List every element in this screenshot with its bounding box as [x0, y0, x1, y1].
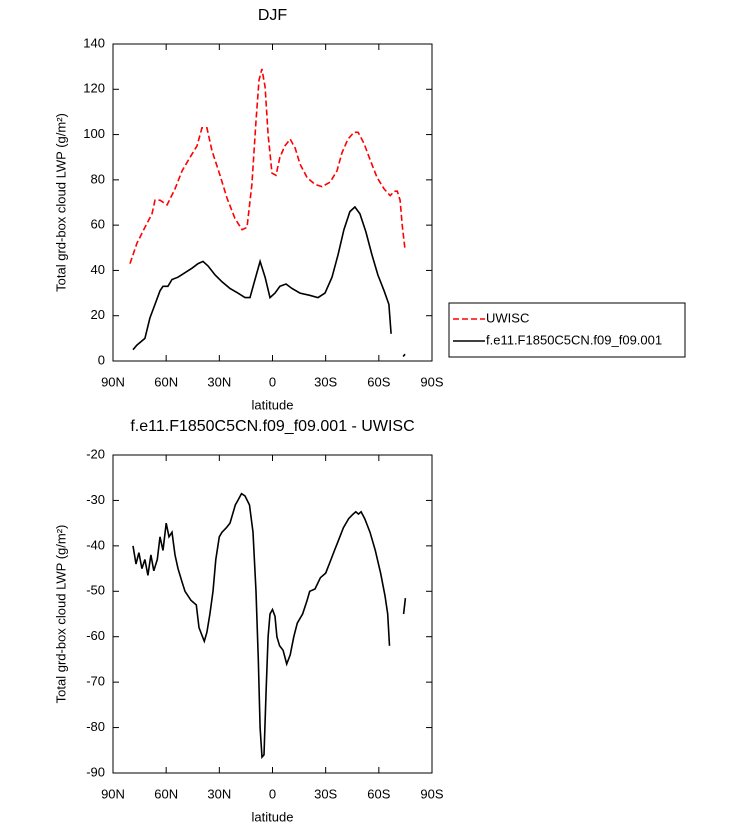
- chart-title: DJF: [258, 7, 288, 24]
- x-tick-label: 30S: [314, 786, 337, 801]
- legend-label: UWISC: [486, 310, 529, 325]
- y-tick-label: 0: [98, 352, 105, 367]
- x-tick-label: 60S: [367, 374, 390, 389]
- y-tick-label: 120: [83, 81, 105, 96]
- x-tick-label: 60N: [154, 374, 178, 389]
- chart-title: f.e11.F1850C5CN.f09_f09.001 - UWISC: [130, 418, 414, 435]
- y-tick-label: -30: [86, 492, 105, 507]
- y-tick-label: -20: [86, 446, 105, 461]
- y-tick-label: -90: [86, 764, 105, 779]
- y-tick-label: 100: [83, 126, 105, 141]
- data-line: [132, 205, 406, 358]
- x-tick-label: 30N: [207, 786, 231, 801]
- y-tick-label: -80: [86, 719, 105, 734]
- y-tick-label: 80: [91, 171, 105, 186]
- x-axis-label: latitude: [252, 397, 294, 412]
- plot-frame: [112, 454, 433, 774]
- y-axis-label: Total grd-box cloud LWP (g/m²): [53, 113, 68, 292]
- y-tick-label: 20: [91, 307, 105, 322]
- x-tick-label: 0: [269, 786, 276, 801]
- y-tick-label: 60: [91, 217, 105, 232]
- legend-label: f.e11.F1850C5CN.f09_f09.001: [486, 332, 662, 347]
- x-tick-label: 60N: [154, 786, 178, 801]
- legend-box: [448, 302, 686, 358]
- data-line: [132, 492, 407, 760]
- x-tick-label: 90S: [420, 374, 443, 389]
- y-tick-label: -40: [86, 537, 105, 552]
- y-axis-label: Total grd-box cloud LWP (g/m²): [53, 525, 68, 704]
- x-tick-label: 30S: [314, 374, 337, 389]
- plot-frame: [112, 43, 433, 362]
- y-tick-label: 40: [91, 262, 105, 277]
- x-tick-label: 0: [269, 374, 276, 389]
- x-tick-label: 90N: [101, 374, 125, 389]
- x-tick-label: 90N: [101, 786, 125, 801]
- y-tick-label: -50: [86, 583, 105, 598]
- y-tick-label: -60: [86, 628, 105, 643]
- data-line: [129, 68, 406, 264]
- x-axis-label: latitude: [252, 809, 294, 824]
- x-tick-label: 90S: [420, 786, 443, 801]
- x-tick-label: 60S: [367, 786, 390, 801]
- x-tick-label: 30N: [207, 374, 231, 389]
- y-tick-label: 140: [83, 35, 105, 50]
- y-tick-label: -70: [86, 674, 105, 689]
